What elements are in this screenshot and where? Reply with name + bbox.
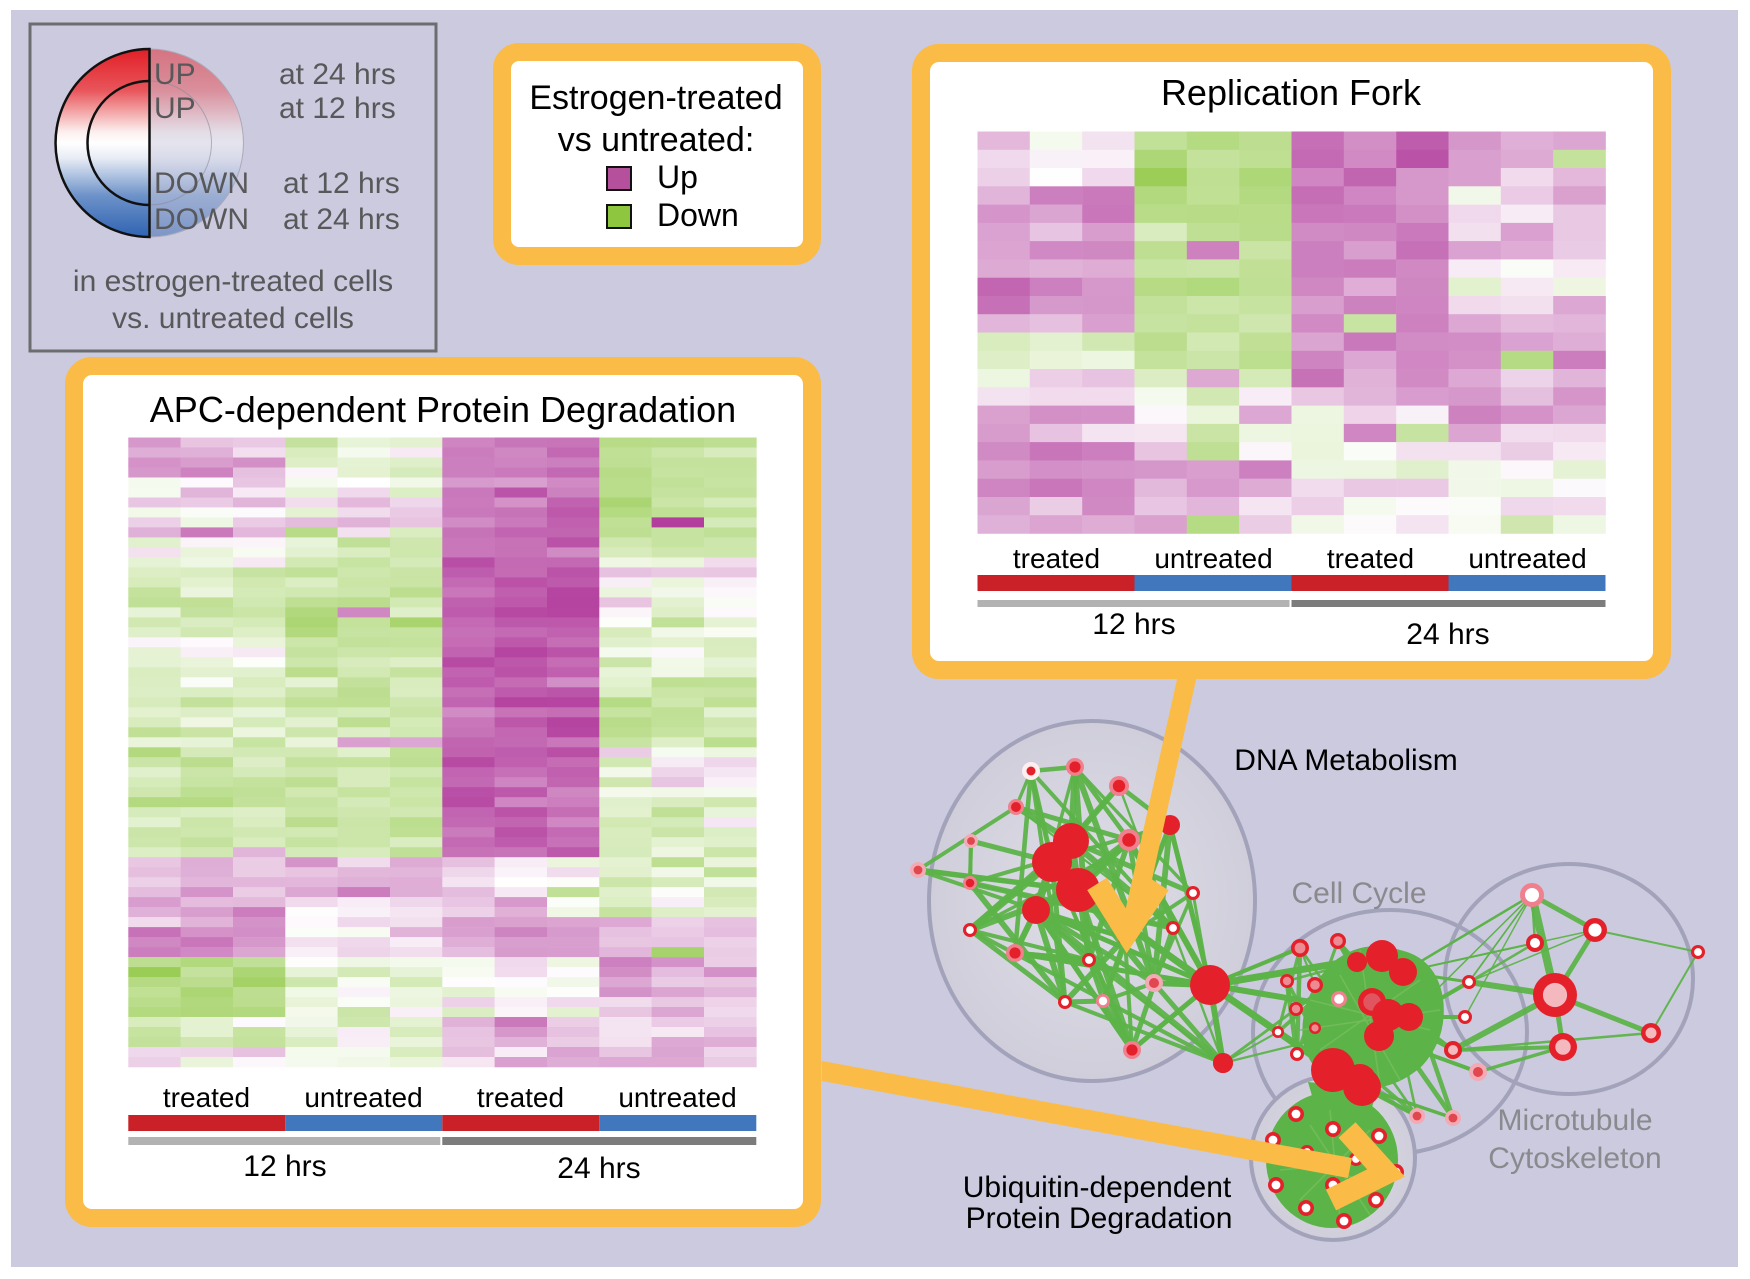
svg-text:Cell Cycle: Cell Cycle <box>1291 877 1426 910</box>
svg-text:DOWN: DOWN <box>154 203 249 236</box>
svg-text:Microtubule: Microtubule <box>1497 1104 1652 1137</box>
svg-text:treated: treated <box>1327 543 1414 574</box>
svg-text:untreated: untreated <box>1468 543 1586 574</box>
svg-text:Replication Fork: Replication Fork <box>1161 72 1422 113</box>
svg-text:at 24 hrs: at 24 hrs <box>279 58 396 91</box>
svg-text:DNA Metabolism: DNA Metabolism <box>1234 744 1457 777</box>
svg-text:at 24 hrs: at 24 hrs <box>283 203 400 236</box>
svg-text:treated: treated <box>477 1082 564 1113</box>
svg-text:APC-dependent Protein Degradat: APC-dependent Protein Degradation <box>150 389 736 430</box>
svg-text:vs. untreated cells: vs. untreated cells <box>112 302 354 335</box>
svg-text:UP: UP <box>154 92 196 125</box>
svg-text:in estrogen-treated cells: in estrogen-treated cells <box>73 265 393 298</box>
svg-text:Ubiquitin-dependent: Ubiquitin-dependent <box>963 1171 1232 1204</box>
svg-text:12 hrs: 12 hrs <box>243 1150 326 1183</box>
svg-text:untreated: untreated <box>1154 543 1272 574</box>
svg-text:treated: treated <box>1013 543 1100 574</box>
svg-text:at 12 hrs: at 12 hrs <box>283 167 400 200</box>
svg-text:at 12 hrs: at 12 hrs <box>279 92 396 125</box>
svg-text:Up: Up <box>657 159 698 195</box>
svg-text:24 hrs: 24 hrs <box>1406 618 1489 651</box>
svg-text:untreated: untreated <box>618 1082 736 1113</box>
svg-text:24 hrs: 24 hrs <box>557 1152 640 1185</box>
svg-text:vs untreated:: vs untreated: <box>558 121 755 159</box>
svg-text:DOWN: DOWN <box>154 167 249 200</box>
svg-text:Protein Degradation: Protein Degradation <box>966 1202 1233 1235</box>
svg-text:untreated: untreated <box>304 1082 422 1113</box>
svg-text:Down: Down <box>657 197 739 233</box>
svg-text:UP: UP <box>154 58 196 91</box>
svg-text:Cytoskeleton: Cytoskeleton <box>1488 1142 1661 1175</box>
svg-text:12 hrs: 12 hrs <box>1092 608 1175 641</box>
svg-text:treated: treated <box>163 1082 250 1113</box>
svg-text:Estrogen-treated: Estrogen-treated <box>529 79 782 117</box>
